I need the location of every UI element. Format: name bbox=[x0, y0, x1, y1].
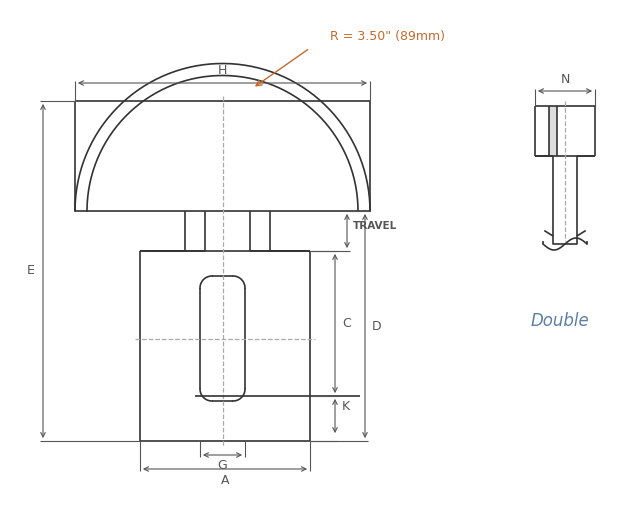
Text: N: N bbox=[560, 73, 569, 86]
Text: H: H bbox=[218, 64, 227, 77]
Text: E: E bbox=[27, 265, 35, 278]
Text: C: C bbox=[342, 317, 351, 330]
Bar bbox=[549, 106, 557, 156]
Text: D: D bbox=[372, 319, 381, 332]
Text: R = 3.50" (89mm): R = 3.50" (89mm) bbox=[330, 30, 445, 43]
Text: Double: Double bbox=[531, 312, 589, 330]
Text: G: G bbox=[218, 459, 227, 472]
Text: TRAVEL: TRAVEL bbox=[353, 221, 397, 231]
Text: K: K bbox=[342, 400, 350, 413]
Text: A: A bbox=[221, 474, 229, 487]
